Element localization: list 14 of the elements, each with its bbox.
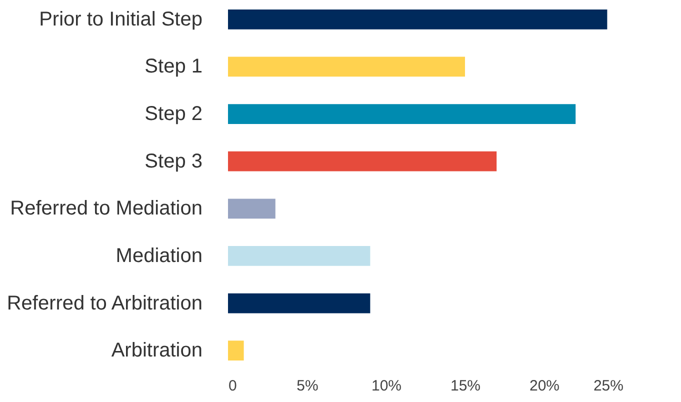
x-tick-label: 5%	[296, 378, 318, 394]
y-tick-label: Step 1	[144, 56, 202, 78]
y-tick-label: Referred to Arbitration	[6, 292, 202, 314]
y-tick-label: Arbitration	[111, 340, 202, 362]
y-tick-label: Referred to Mediation	[10, 198, 202, 220]
x-tick-label: 20%	[529, 378, 560, 394]
y-tick-label: Step 3	[144, 150, 202, 172]
x-tick-label: 10%	[371, 378, 402, 394]
y-tick-label: Prior to Initial Step	[39, 8, 202, 30]
x-tick-label: 0	[228, 378, 237, 394]
y-tick-label: Step 2	[144, 103, 202, 126]
y-tick-label: Mediation	[116, 244, 202, 267]
x-tick-label: 15%	[450, 378, 481, 394]
x-tick-label: 25%	[593, 378, 624, 394]
